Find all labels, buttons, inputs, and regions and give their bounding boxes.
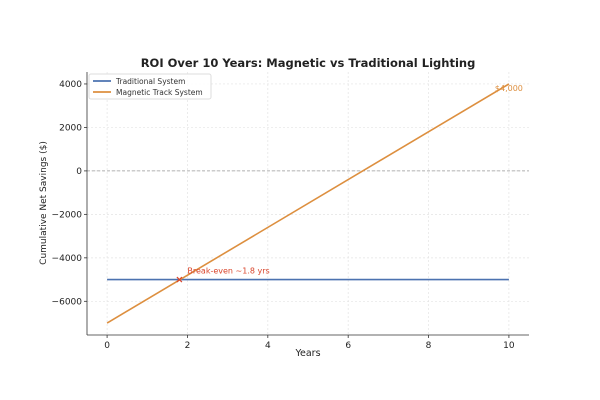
legend-label-magnetic: Magnetic Track System	[116, 88, 203, 97]
legend: Traditional System Magnetic Track System	[88, 73, 212, 100]
x-tick-label: 10	[503, 341, 515, 351]
y-tick-label: 0	[76, 167, 82, 177]
y-tick-label: 2000	[59, 123, 82, 133]
x-tick-label: 0	[104, 341, 110, 351]
y-tick-label: 4000	[59, 80, 82, 90]
x-tick-label: 4	[265, 341, 271, 351]
legend-label-traditional: Traditional System	[115, 77, 185, 86]
legend-box	[88, 73, 212, 100]
x-tick-label: 6	[345, 341, 351, 351]
annotations: $4,000 Break-even ~1.8 yrs	[187, 84, 522, 276]
y-axis-label: Cumulative Net Savings ($)	[39, 141, 49, 265]
x-axis-label: Years	[294, 348, 320, 359]
chart-title: ROI Over 10 Years: Magnetic vs Tradition…	[141, 56, 476, 70]
series-lines	[106, 83, 510, 324]
break-even-label: Break-even ~1.8 yrs	[187, 267, 269, 276]
end-value-label: $4,000	[495, 84, 523, 93]
x-tick-label: 2	[185, 341, 191, 351]
series-line-magnetic	[106, 83, 510, 324]
ticks: 0 2 4 6 8 10 −6000 −4000 −2000 0 2000 4000	[52, 72, 529, 351]
y-tick-label: −2000	[52, 210, 83, 220]
x-tick-label: 8	[426, 341, 432, 351]
y-tick-label: −4000	[52, 254, 83, 264]
break-even-marker-icon	[176, 276, 183, 283]
y-tick-label: −6000	[52, 297, 83, 307]
